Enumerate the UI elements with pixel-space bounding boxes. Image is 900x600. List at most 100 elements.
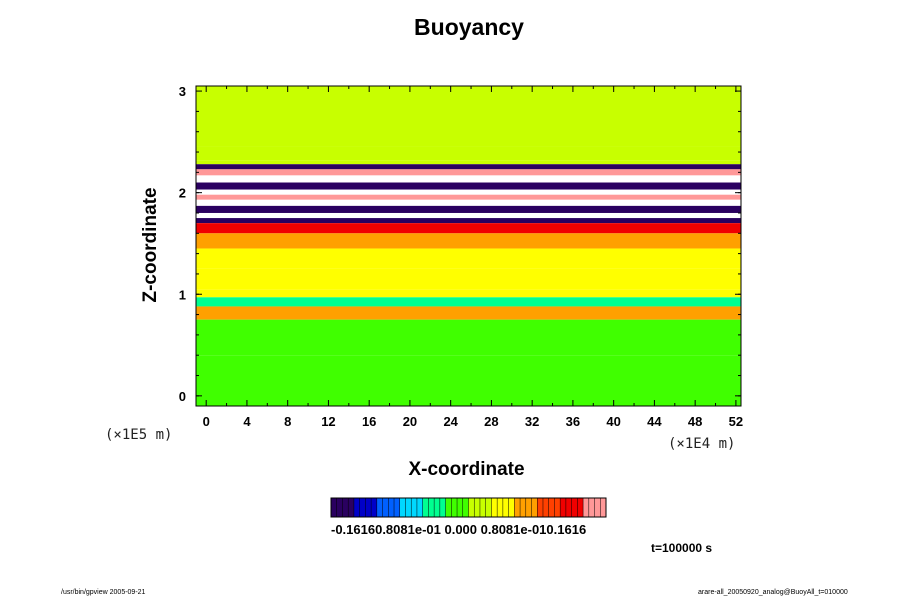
x-tick-label: 16	[362, 414, 376, 429]
colorbar-swatch	[525, 498, 532, 517]
heatmap-band	[196, 175, 741, 183]
x-tick-label: 36	[566, 414, 580, 429]
heatmap-band	[196, 160, 741, 165]
time-label: t=100000 s	[651, 541, 713, 555]
colorbar-swatch	[416, 498, 423, 517]
y-axis-label: Z-coordinate	[140, 187, 161, 303]
colorbar-swatch	[531, 498, 538, 517]
colorbar-swatch	[365, 498, 372, 517]
heatmap-band	[196, 248, 741, 269]
colorbar-swatch	[348, 498, 355, 517]
heatmap-band	[196, 199, 741, 206]
y-tick-label: 0	[179, 389, 186, 404]
heatmap-band	[196, 297, 741, 307]
colorbar-swatch	[479, 498, 486, 517]
x-tick-label: 28	[484, 414, 498, 429]
chart-title: Buoyancy	[414, 14, 524, 40]
y-tick-label: 1	[179, 287, 186, 302]
x-tick-label: 52	[729, 414, 743, 429]
colorbar-swatch	[560, 498, 567, 517]
colorbar-swatch	[542, 498, 550, 517]
heatmap-band	[196, 86, 741, 147]
colorbar-swatch	[388, 498, 395, 517]
heatmap-band	[196, 306, 741, 320]
colorbar-swatch	[462, 498, 469, 517]
colorbar-swatch	[405, 498, 412, 517]
heatmap-band	[196, 233, 741, 249]
colorbar-swatch	[439, 498, 446, 517]
colorbar-swatch	[548, 498, 555, 517]
colorbar-swatch	[577, 498, 584, 517]
heatmap-band	[196, 268, 741, 290]
colorbar-swatch	[554, 498, 561, 517]
heatmap-band	[196, 146, 741, 161]
colorbar-swatch	[485, 498, 492, 517]
z-unit-label: (×1E5 m)	[105, 427, 173, 443]
colorbar-frame	[330, 497, 607, 518]
footer-source: arare-all_20050920_analog@BuoyAll_t=0100…	[698, 589, 848, 596]
colorbar-swatch	[399, 498, 406, 517]
x-tick-label: 0	[203, 414, 210, 429]
colorbar-swatch	[502, 498, 509, 517]
heatmap-band	[196, 355, 741, 406]
colorbar	[330, 497, 607, 518]
x-tick-label: 4	[243, 414, 251, 429]
colorbar-labels: -0.16160.8081e-01 0.000 0.8081e-010.1616	[331, 522, 587, 537]
colorbar-swatch	[353, 498, 360, 517]
x-tick-label: 44	[647, 414, 662, 429]
heatmap-band	[196, 223, 741, 234]
colorbar-swatch	[594, 498, 601, 517]
colorbar-swatch	[428, 498, 435, 517]
colorbar-swatch	[600, 498, 607, 517]
y-tick-label: 3	[179, 84, 186, 99]
x-tick-label: 48	[688, 414, 702, 429]
colorbar-swatch	[514, 498, 521, 517]
heatmap-band	[196, 218, 741, 224]
colorbar-swatch	[331, 498, 338, 517]
footer-command: /usr/bin/gpview 2005-09-21	[61, 589, 146, 596]
colorbar-swatch	[411, 498, 418, 517]
heatmap-band	[196, 189, 741, 195]
colorbar-swatch	[497, 498, 504, 517]
colorbar-swatch	[508, 498, 515, 517]
colorbar-swatch	[382, 498, 389, 517]
colorbar-swatch	[342, 498, 349, 517]
colorbar-swatch	[336, 498, 343, 517]
colorbar-swatch	[537, 498, 544, 517]
colorbar-swatch	[583, 498, 590, 517]
x-tick-label: 24	[443, 414, 458, 429]
x-tick-label: 40	[606, 414, 620, 429]
colorbar-swatch	[445, 498, 452, 517]
y-tick-label: 2	[179, 186, 186, 201]
colorbar-swatch	[451, 498, 458, 517]
colorbar-swatch	[588, 498, 595, 517]
x-axis-label: X-coordinate	[408, 459, 525, 480]
colorbar-swatch	[571, 498, 578, 517]
heatmap-band	[196, 182, 741, 190]
colorbar-swatch	[474, 498, 481, 517]
colorbar-swatch	[491, 498, 498, 517]
heatmap-band	[196, 164, 741, 170]
x-unit-label: (×1E4 m)	[668, 436, 736, 452]
colorbar-swatch	[520, 498, 527, 517]
x-tick-label: 20	[403, 414, 417, 429]
heatmap-band	[196, 205, 741, 213]
heatmap-field	[196, 86, 741, 406]
colorbar-swatch	[457, 498, 464, 517]
x-tick-label: 32	[525, 414, 539, 429]
colorbar-swatch	[422, 498, 429, 517]
x-tick-label: 12	[321, 414, 335, 429]
heatmap-band	[196, 194, 741, 200]
colorbar-swatch	[394, 498, 401, 517]
plot-frame	[195, 85, 742, 407]
colorbar-swatch	[359, 498, 366, 517]
x-tick-label: 8	[284, 414, 291, 429]
heatmap-band	[196, 289, 741, 298]
colorbar-swatch	[376, 498, 383, 517]
heatmap-band	[196, 212, 741, 219]
colorbar-swatch	[371, 498, 378, 517]
colorbar-swatch	[565, 498, 572, 517]
heatmap-band	[196, 169, 741, 176]
